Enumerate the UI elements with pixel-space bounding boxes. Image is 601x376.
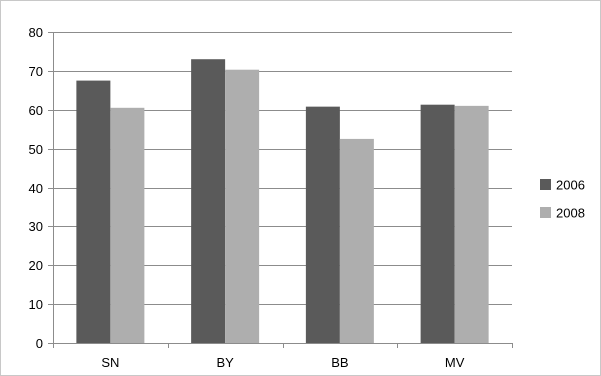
x-tick-label: MV (445, 355, 465, 370)
x-tick-labels: SN BY BB MV (101, 355, 464, 370)
bar-bb-2008 (339, 138, 374, 343)
x-tick-label: SN (101, 355, 119, 370)
y-tick-label: 80 (29, 25, 43, 40)
y-tick-labels: 0 10 20 30 40 50 60 70 80 (29, 25, 43, 351)
y-tick-label: 70 (29, 64, 43, 79)
y-tick-label: 20 (29, 258, 43, 273)
bar-bb-2006 (305, 106, 340, 343)
y-tick-label: 0 (36, 336, 43, 351)
axes (48, 32, 513, 348)
y-tick-label: 30 (29, 219, 43, 234)
bars (76, 59, 489, 344)
legend-swatch-2008 (540, 207, 551, 218)
y-tick-label: 10 (29, 297, 43, 312)
y-tick-label: 60 (29, 103, 43, 118)
bar-by-2006 (191, 59, 226, 344)
bar-mv-2006 (420, 104, 455, 343)
legend-label-2006: 2006 (556, 178, 585, 193)
legend: 2006 2008 (540, 178, 585, 221)
y-tick-label: 40 (29, 181, 43, 196)
y-tick-label: 50 (29, 142, 43, 157)
bar-sn-2008 (110, 107, 145, 344)
x-tick-label: BB (331, 355, 348, 370)
x-tick-label: BY (216, 355, 234, 370)
bar-mv-2008 (454, 105, 489, 343)
bar-sn-2006 (76, 80, 111, 343)
legend-swatch-2006 (540, 179, 551, 190)
bar-by-2008 (225, 69, 260, 344)
legend-label-2008: 2008 (556, 206, 585, 221)
